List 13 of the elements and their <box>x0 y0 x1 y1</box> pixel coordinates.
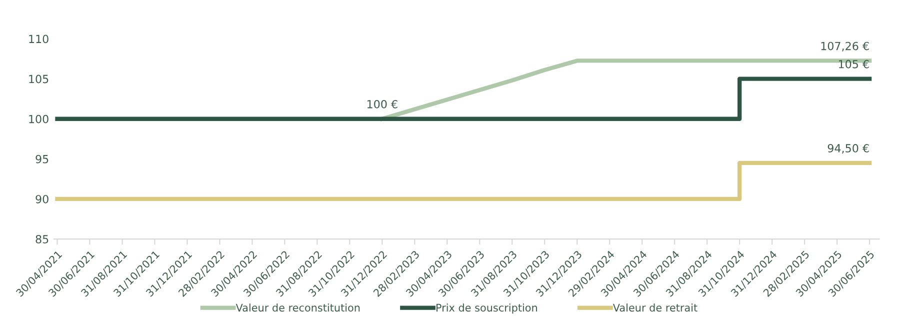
y-tick-label: 85 <box>36 234 48 244</box>
y-tick-label: 110 <box>29 34 48 44</box>
legend-label: Valeur de reconstitution <box>236 304 360 312</box>
legend-label: Valeur de retrait <box>612 304 698 312</box>
legend-label: Prix de souscription <box>436 304 537 314</box>
data-label: 107,26 € <box>821 42 869 52</box>
data-label: 94,50 € <box>828 144 869 154</box>
data-label: 105 € <box>838 60 869 68</box>
y-tick-label: 90 <box>36 194 48 204</box>
y-tick-label: 95 <box>36 154 48 164</box>
y-tick-label: 100 <box>29 114 48 124</box>
y-tick-label: 105 <box>29 74 48 84</box>
data-label: 100 € <box>367 100 398 108</box>
